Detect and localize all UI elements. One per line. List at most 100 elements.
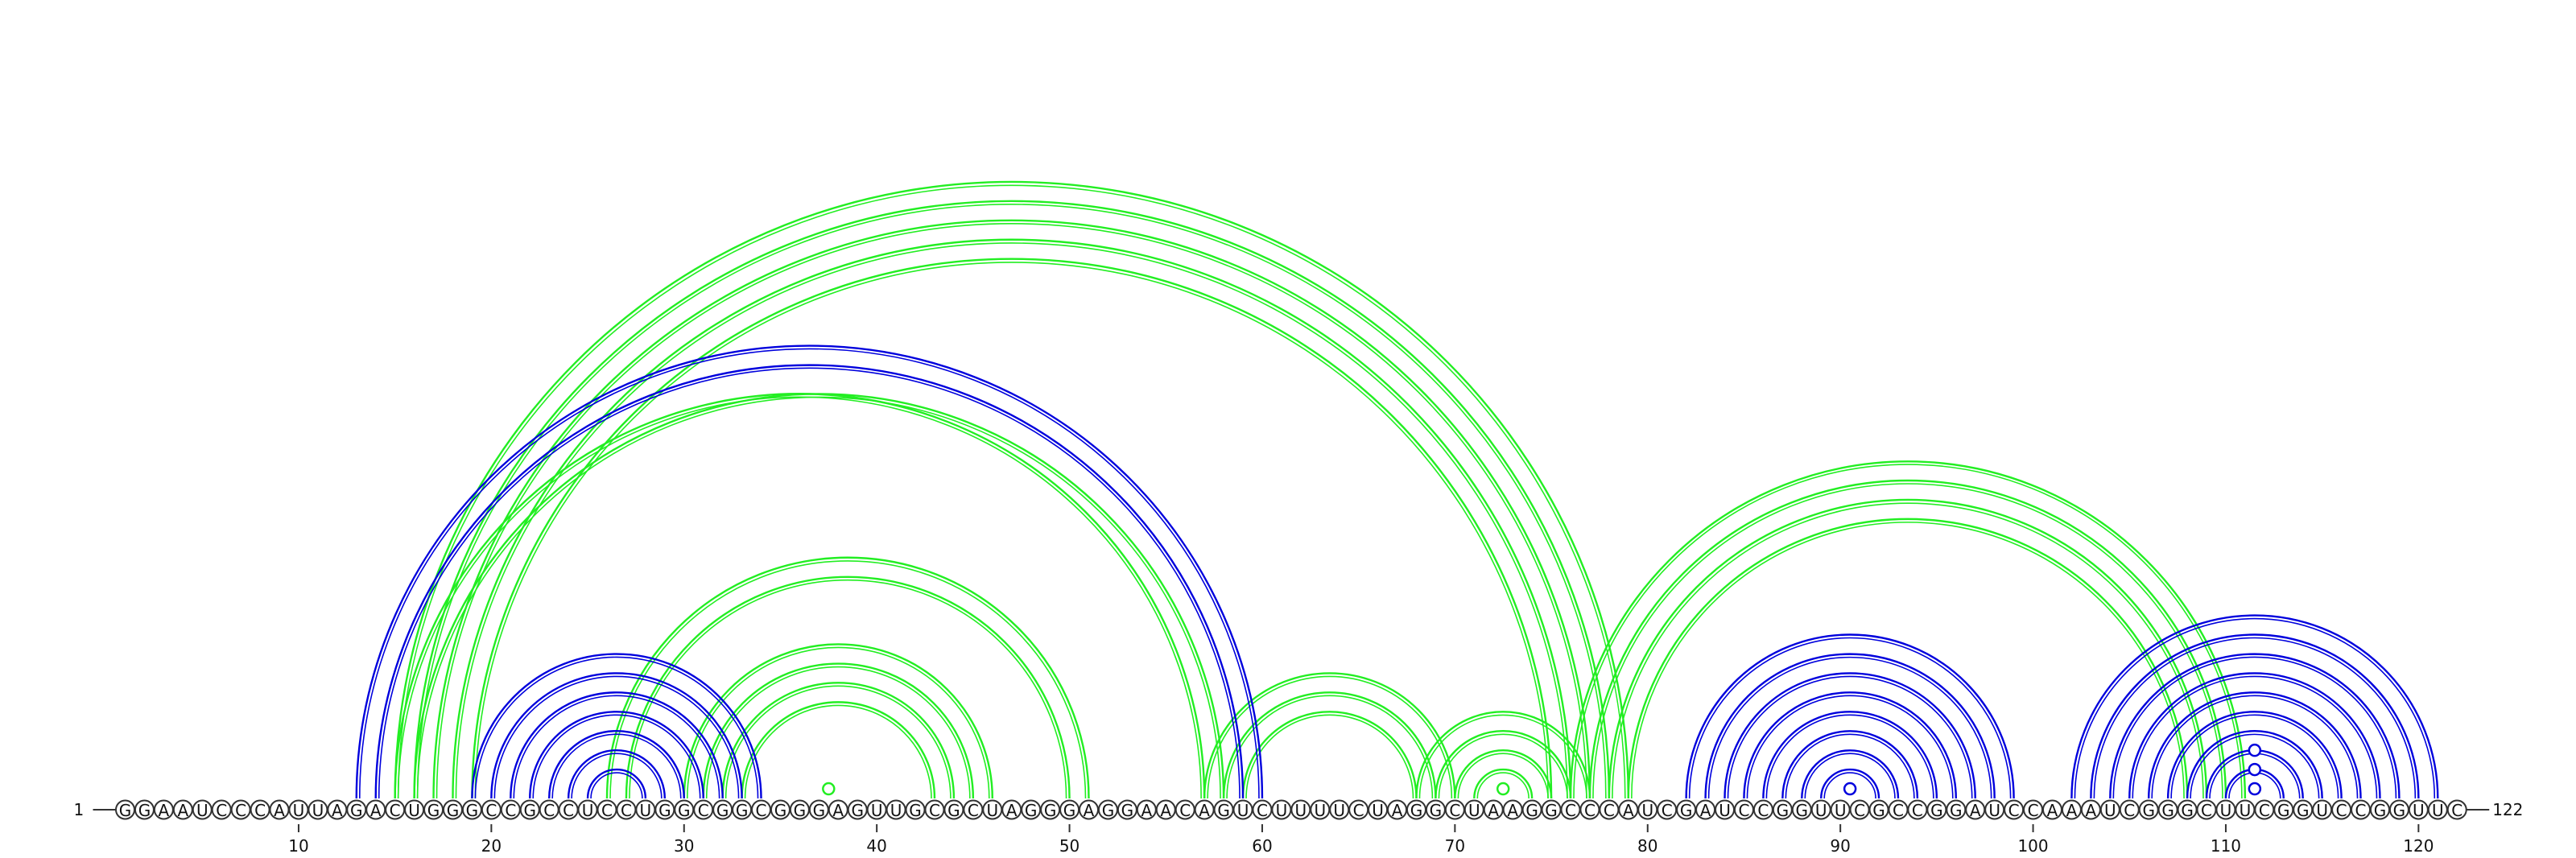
nucleotide: U: [1368, 799, 1389, 820]
nucleotide-letter: U: [2316, 801, 2328, 820]
nucleotide: G: [732, 799, 753, 820]
nucleotide-letter: U: [293, 801, 305, 820]
ruler-tick-label: 80: [1637, 836, 1657, 856]
nucleotide: U: [1290, 799, 1311, 820]
blue-pair-arc: [2090, 633, 2420, 799]
nucleotide: C: [924, 799, 945, 820]
nucleotide-letter: U: [1988, 801, 2000, 820]
nucleotide: C: [1174, 799, 1195, 820]
nucleotide: A: [327, 799, 348, 820]
nucleotide-letter: C: [216, 801, 227, 820]
nucleotide-letter: U: [1719, 801, 1731, 820]
nucleotide: U: [1271, 799, 1292, 820]
blue-pair-arc: [1685, 633, 2015, 799]
nucleotide-letter: U: [2220, 801, 2232, 820]
loop-marker: [2248, 782, 2262, 796]
nucleotide-letter: A: [177, 801, 188, 820]
blue-pair-arc: [1762, 711, 1938, 799]
nucleotide: U: [2235, 799, 2256, 820]
nucleotide-letter: G: [2142, 801, 2155, 820]
green-pair-arc: [1588, 479, 2227, 799]
nucleotide: C: [1252, 799, 1273, 820]
nucleotide-letter: G: [678, 801, 691, 820]
nucleotide-letter: C: [1604, 801, 1615, 820]
nucleotide: U: [2427, 799, 2448, 820]
green-pair-arc: [474, 261, 1549, 799]
blue-pair-arc: [551, 733, 682, 799]
nucleotide: A: [365, 799, 386, 820]
blue-pair-arc: [358, 348, 1260, 799]
blue-pair-arc: [1820, 768, 1880, 799]
nucleotide: G: [115, 799, 135, 820]
nucleotide: G: [1406, 799, 1426, 820]
nucleotide: U: [1715, 799, 1736, 820]
green-pair-arc: [1435, 730, 1572, 799]
nucleotide: C: [1733, 799, 1754, 820]
nucleotide-letter: G: [1102, 801, 1115, 820]
nucleotide: G: [1097, 799, 1118, 820]
loop-marker: [2248, 743, 2262, 757]
nucleotide-letter: C: [601, 801, 613, 820]
nucleotide: G: [1059, 799, 1080, 820]
nucleotide-letter: G: [716, 801, 729, 820]
sequence-start-label: 1: [74, 800, 85, 819]
nucleotide: A: [153, 799, 174, 820]
nucleotide-letter: U: [1835, 801, 1847, 820]
nucleotide-letter: G: [851, 801, 864, 820]
green-pair-arc: [1226, 695, 1434, 799]
green-pair-arc: [744, 704, 932, 799]
blue-pair-arc: [2186, 730, 2323, 799]
nucleotide-letter: C: [1893, 801, 1904, 820]
nucleotide-letter: G: [794, 801, 807, 820]
nucleotide: G: [2157, 799, 2178, 820]
green-pair-arc: [625, 575, 1071, 799]
green-pair-arc: [1457, 753, 1549, 799]
nucleotide: G: [2138, 799, 2159, 820]
nucleotide-letter: G: [813, 801, 826, 820]
blue-pair-arc: [374, 364, 1245, 799]
nucleotide-letter: C: [1912, 801, 1923, 820]
nucleotide-letter: C: [2451, 801, 2462, 820]
blue-pair-arc: [1743, 691, 1957, 799]
nucleotide-letter: G: [2181, 801, 2194, 820]
nucleotide: G: [674, 799, 695, 820]
ruler-tick-label: 60: [1252, 836, 1272, 856]
nucleotide: U: [886, 799, 906, 820]
nucleotide: G: [2293, 799, 2314, 820]
nucleotide: A: [2061, 799, 2082, 820]
nucleotide: C: [2023, 799, 2044, 820]
nucleotide: C: [1752, 799, 1773, 820]
green-pair-arc: [1473, 768, 1534, 799]
nucleotide-letter: G: [119, 801, 132, 820]
nucleotide: A: [2042, 799, 2062, 820]
green-pair-arc: [455, 241, 1568, 799]
nucleotide: A: [1001, 799, 1022, 820]
nucleotide: C: [2196, 799, 2217, 820]
blue-pair-arc: [2128, 672, 2381, 799]
blue-pair-arc: [1781, 730, 1919, 799]
nucleotide: U: [2215, 799, 2236, 820]
nucleotide: G: [789, 799, 810, 820]
nucleotide-letter: A: [370, 801, 382, 820]
nucleotide: A: [828, 799, 848, 820]
green-pair-arc: [1569, 460, 2247, 799]
nucleotide: A: [1387, 799, 1408, 820]
loop-marker: [1496, 782, 1510, 796]
nucleotide: U: [1463, 799, 1484, 820]
blue-pair-arc: [532, 714, 701, 799]
nucleotide: C: [2004, 799, 2025, 820]
nucleotide-letter: U: [312, 801, 324, 820]
blue-pair-arc: [2148, 691, 2362, 799]
nucleotide-letter: U: [1468, 801, 1480, 820]
nucleotide: C: [1348, 799, 1369, 820]
nucleotide-letter: G: [909, 801, 922, 820]
nucleotide-letter: U: [2413, 801, 2425, 820]
nucleotide: C: [558, 799, 579, 820]
green-pair-arc: [1203, 672, 1456, 799]
green-pair-arc: [416, 204, 1607, 799]
nucleotide-letter: U: [408, 801, 420, 820]
nucleotide: C: [230, 799, 251, 820]
nucleotide: C: [1849, 799, 1870, 820]
green-pair-arc: [1418, 714, 1587, 799]
